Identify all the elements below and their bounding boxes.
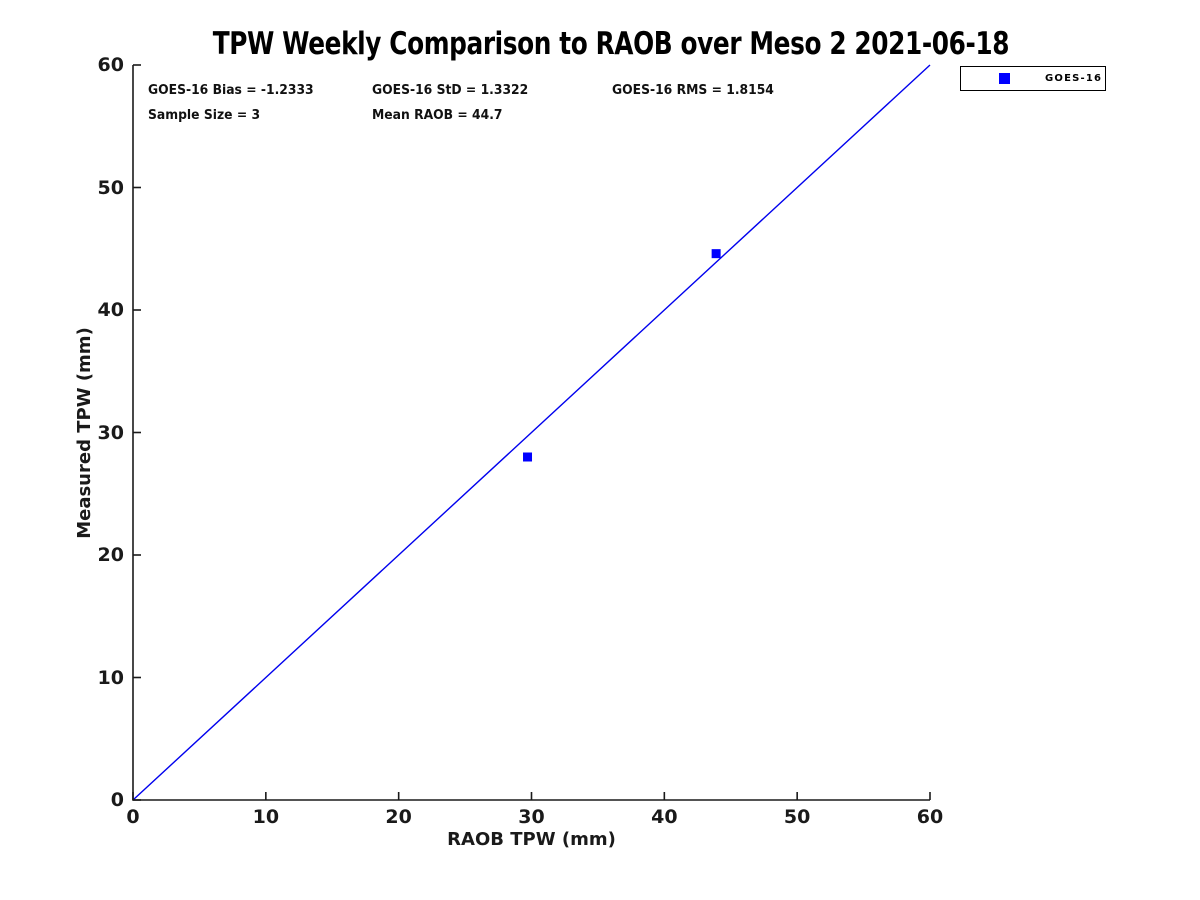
x-tick-label: 50 [783,806,811,828]
legend-label: GOES-16 [1045,73,1103,84]
x-tick-label: 0 [126,806,140,828]
stat-std: GOES-16 StD = 1.3322 [372,83,529,98]
x-tick-label: 30 [518,806,545,828]
x-tick-label: 10 [252,806,280,828]
legend-marker-square-icon [999,73,1010,84]
y-tick-label: 60 [97,54,124,76]
stat-mean-raob: Mean RAOB = 44.7 [372,108,503,123]
x-tick-label: 20 [385,806,412,828]
data-point-marker [711,249,721,259]
y-tick-label: 0 [110,789,124,811]
stat-rms: GOES-16 RMS = 1.8154 [612,83,774,98]
x-axis-label: RAOB TPW (mm) [447,829,616,850]
y-tick-label: 40 [97,299,124,321]
legend: GOES-16 [960,66,1106,91]
one-to-one-line [132,64,931,801]
stat-sample-size: Sample Size = 3 [148,108,261,123]
stat-bias: GOES-16 Bias = -1.2333 [148,83,314,98]
y-axis-label: Measured TPW (mm) [74,327,95,539]
x-tick-label: 60 [916,806,944,828]
y-tick-label: 30 [97,421,124,444]
x-tick-label: 40 [651,806,678,828]
y-tick-label: 20 [97,544,124,566]
y-tick-label: 10 [97,666,124,689]
data-point-marker [523,452,533,462]
y-tick-label: 50 [97,176,124,199]
